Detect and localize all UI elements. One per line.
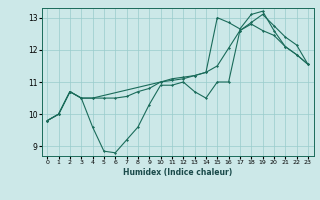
X-axis label: Humidex (Indice chaleur): Humidex (Indice chaleur): [123, 168, 232, 177]
